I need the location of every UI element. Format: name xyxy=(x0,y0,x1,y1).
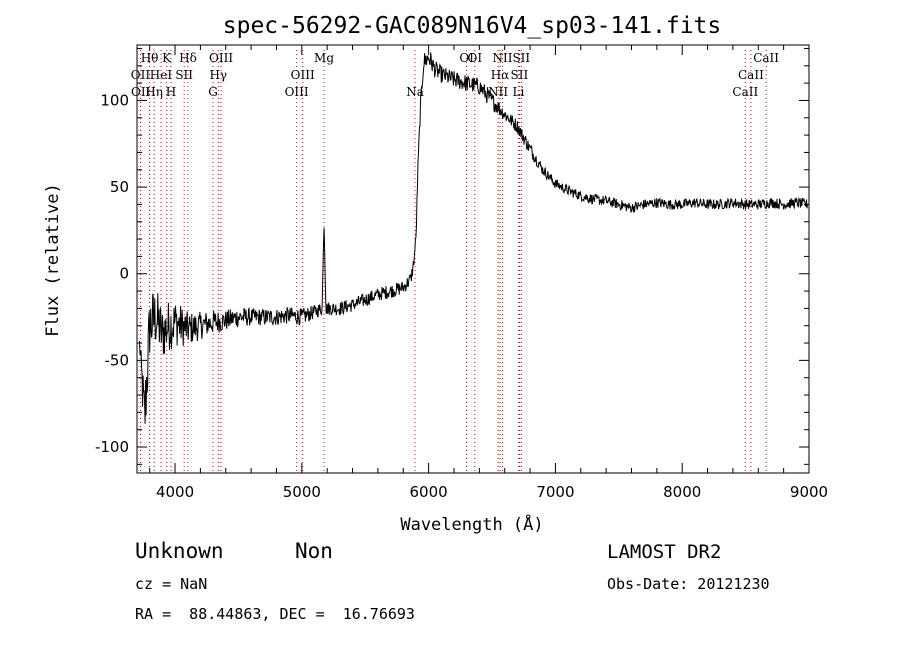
x-tick-label: 6000 xyxy=(410,483,448,501)
line-label: NII xyxy=(493,51,513,65)
line-label: SII xyxy=(512,51,530,65)
line-label: Li xyxy=(512,85,524,99)
line-label: CaII xyxy=(753,51,779,65)
line-label: OII xyxy=(131,85,151,99)
line-label: K xyxy=(162,51,172,65)
coordinates: RA = 88.44863, DEC = 16.76693 xyxy=(135,605,415,623)
y-tick-label: 50 xyxy=(110,178,129,196)
redshift-value: cz = NaN xyxy=(135,575,208,593)
line-label: OI xyxy=(459,51,474,65)
line-label: OIII xyxy=(209,51,233,65)
line-label: OIII xyxy=(291,68,315,82)
x-tick-label: 8000 xyxy=(663,483,701,501)
spectral-subclass: Non xyxy=(295,539,333,563)
x-tick-label: 7000 xyxy=(536,483,574,501)
emission-line-labels: HθOIIOIIHηHeIKHSIIHδGHγOIIIOIIIOIIIMgNaO… xyxy=(131,51,780,99)
x-tick-label: 9000 xyxy=(790,483,828,501)
spectral-class: Unknown xyxy=(135,539,224,563)
line-label: Hα xyxy=(491,68,510,82)
line-label: CaII xyxy=(738,68,764,82)
plot-frame xyxy=(136,44,810,474)
y-tick-label: 0 xyxy=(119,265,129,283)
line-label: Mg xyxy=(314,51,334,65)
spectrum-series-line xyxy=(139,52,808,424)
axis-ticks: 4000 5000 6000 7000 8000 9000 -100 -50 0 50 100 xyxy=(95,45,828,501)
line-label: HeI xyxy=(150,68,173,82)
y-tick-label: -100 xyxy=(95,438,129,456)
survey-name: LAMOST DR2 xyxy=(607,541,722,563)
line-label: Hγ xyxy=(209,68,227,82)
chart-title: spec-56292-GAC089N16V4_sp03-141.fits xyxy=(223,13,722,39)
x-axis-label: Wavelength (Å) xyxy=(400,513,543,535)
line-label: CaII xyxy=(732,85,758,99)
line-label: SII xyxy=(511,68,529,82)
y-tick-label: -50 xyxy=(105,351,130,369)
line-label: Hδ xyxy=(179,51,197,65)
x-tick-label: 5000 xyxy=(283,483,321,501)
line-label: G xyxy=(208,85,218,99)
y-axis-label: Flux (relative) xyxy=(43,183,63,337)
line-label: Hη xyxy=(145,85,163,99)
line-label: H xyxy=(166,85,176,99)
line-label: OII xyxy=(131,68,151,82)
line-label: Hθ xyxy=(141,51,159,65)
line-label: OI xyxy=(467,51,482,65)
line-label: SII xyxy=(175,68,193,82)
observation-date: Obs-Date: 20121230 xyxy=(607,575,770,593)
line-label: Na xyxy=(406,85,424,99)
emission-line-markers xyxy=(139,50,767,473)
x-tick-label: 4000 xyxy=(156,483,194,501)
line-label: OIII xyxy=(285,85,309,99)
y-tick-label: 100 xyxy=(100,91,129,109)
